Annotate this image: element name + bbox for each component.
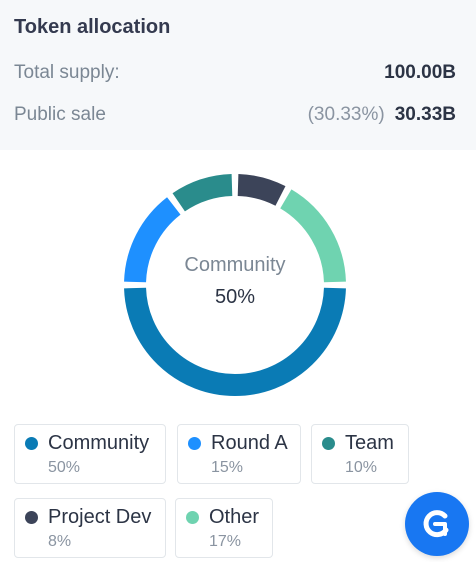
legend-dot-project-dev bbox=[25, 511, 38, 524]
legend-dot-team bbox=[322, 437, 335, 450]
total-supply-label: Total supply: bbox=[14, 62, 120, 83]
legend-name: Community bbox=[48, 432, 150, 454]
chat-bubble-icon bbox=[423, 510, 449, 538]
allocation-donut-chart: Community 50% bbox=[120, 170, 350, 400]
legend-item-team[interactable]: Team 10% bbox=[311, 424, 409, 484]
legend-value: 17% bbox=[209, 533, 242, 550]
legend-dot-round-a bbox=[188, 437, 201, 450]
donut-segment-other[interactable] bbox=[279, 189, 346, 283]
legend-item-other[interactable]: Other 17% bbox=[175, 498, 273, 558]
legend-item-community[interactable]: Community 50% bbox=[14, 424, 166, 484]
donut-center-value: 50% bbox=[214, 286, 256, 308]
public-sale-percent: (30.33%) bbox=[307, 104, 385, 125]
legend-item-round-a[interactable]: Round A 15% bbox=[177, 424, 301, 484]
summary-panel bbox=[0, 0, 476, 150]
legend-name: Round A bbox=[211, 432, 288, 454]
legend-item-project-dev[interactable]: Project Dev 8% bbox=[14, 498, 166, 558]
donut-segment-community[interactable] bbox=[124, 287, 346, 396]
legend-dot-community bbox=[25, 437, 38, 450]
public-sale-row: Public sale (30.33%) 30.33B bbox=[14, 102, 456, 128]
legend-name: Project Dev bbox=[48, 506, 152, 528]
legend-value: 8% bbox=[48, 533, 72, 550]
donut-segment-round-a[interactable] bbox=[124, 197, 181, 283]
legend-value: 10% bbox=[345, 459, 378, 476]
legend-value: 15% bbox=[211, 459, 244, 476]
legend-name: Team bbox=[345, 432, 394, 454]
total-supply-value: 100.00B bbox=[384, 62, 456, 83]
section-title: Token allocation bbox=[14, 16, 171, 38]
chat-button[interactable] bbox=[405, 492, 469, 556]
legend-dot-other bbox=[186, 511, 199, 524]
legend-name: Other bbox=[209, 506, 260, 528]
public-sale-label: Public sale bbox=[14, 104, 106, 125]
donut-segment-project-dev[interactable] bbox=[237, 174, 286, 206]
donut-center-label: Community bbox=[184, 254, 286, 276]
total-supply-row: Total supply: 100.00B bbox=[14, 60, 456, 86]
donut-segment-team[interactable] bbox=[172, 174, 233, 212]
donut-svg bbox=[124, 174, 346, 396]
public-sale-figures: (30.33%) 30.33B bbox=[308, 104, 456, 126]
public-sale-value: 30.33B bbox=[394, 104, 456, 125]
legend-value: 50% bbox=[48, 459, 81, 476]
